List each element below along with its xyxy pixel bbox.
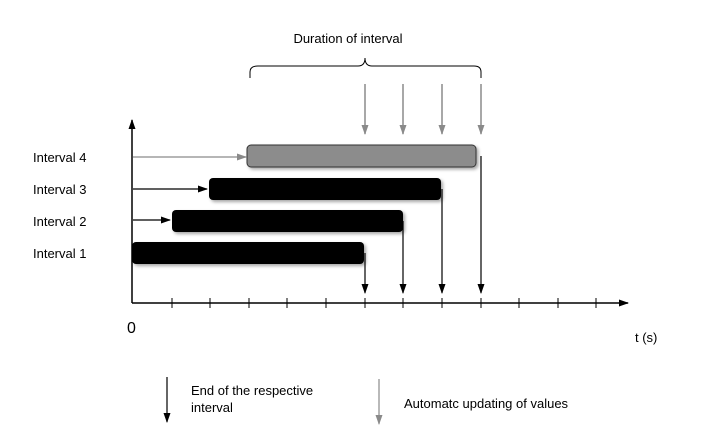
origin-label: 0 (127, 320, 136, 337)
update-arrows (361, 84, 485, 135)
legend: End of the respective interval Automatc … (163, 377, 569, 425)
legend-update-label: Automatc updating of values (404, 396, 569, 411)
legend-end-label-line1: End of the respective (191, 383, 313, 398)
legend-end-label-line2: interval (191, 400, 233, 415)
duration-brace (249, 57, 482, 78)
interval-bar-1 (132, 242, 364, 264)
interval-bar-3 (209, 178, 441, 200)
interval-bar-4 (246, 144, 477, 168)
interval-label-2: Interval 2 (33, 214, 86, 229)
interval-label-1: Interval 1 (33, 246, 86, 261)
interval-bar-2 (172, 210, 403, 232)
x-axis-ticks (171, 298, 597, 308)
diagram-title: Duration of interval (293, 31, 402, 46)
interval-label-3: Interval 3 (33, 182, 86, 197)
interval-label-4: Interval 4 (33, 150, 86, 165)
x-axis-label: t (s) (635, 330, 657, 345)
